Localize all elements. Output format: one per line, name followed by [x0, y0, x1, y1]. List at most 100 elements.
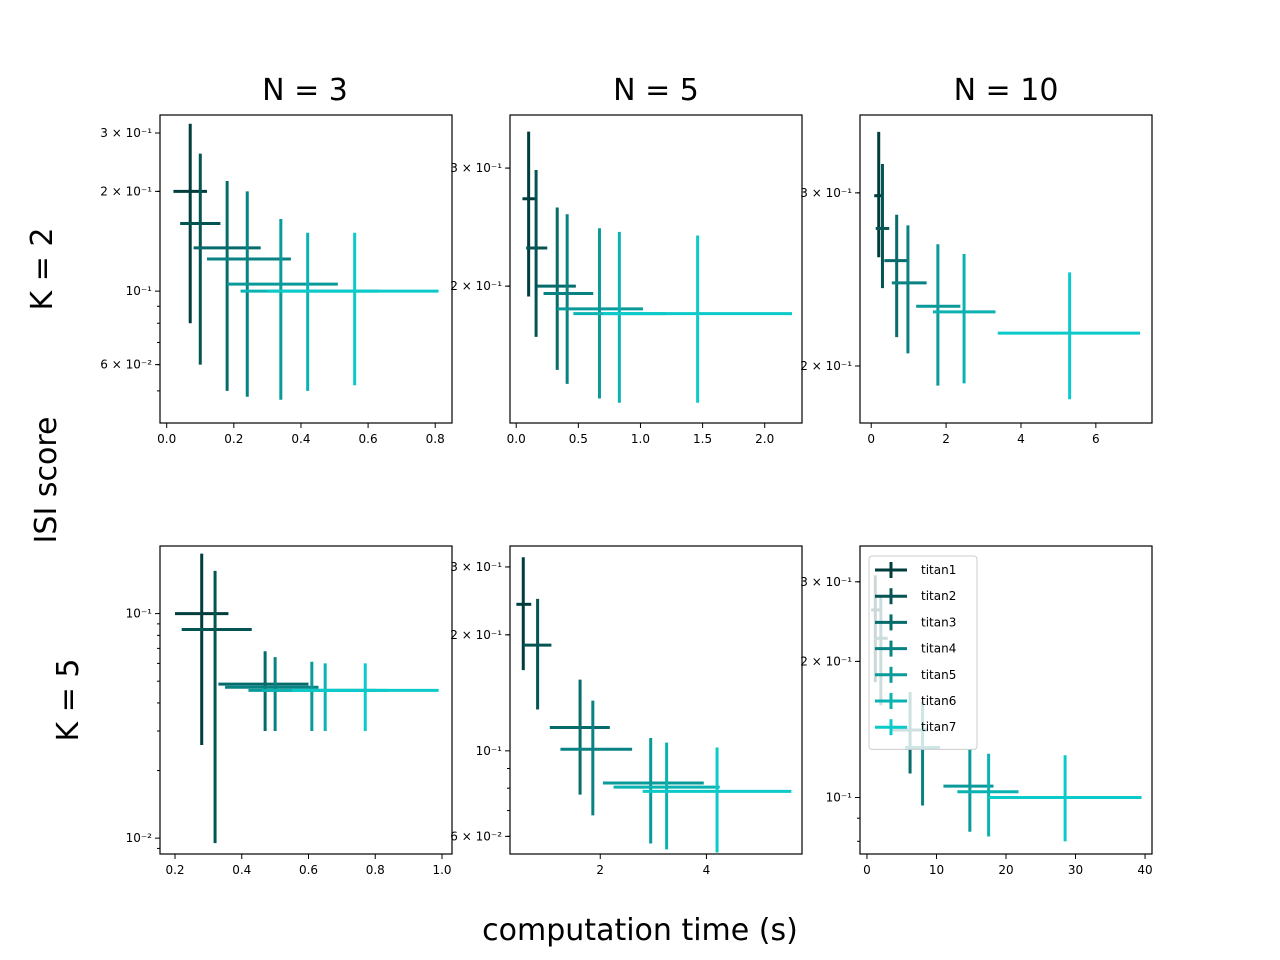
subplot-3: 0 2 4 6 3 × 10⁻¹ 2 × 10⁻¹ [800, 114, 1153, 446]
series-titan7 [988, 755, 1142, 842]
row-title-k5: K = 5 [51, 659, 86, 742]
x-tick-label: 0.4 [232, 863, 251, 877]
row-title-k2: K = 2 [25, 228, 60, 311]
subplot-grid: 0.0 0.2 0.4 0.6 0.8 3 × 10⁻¹ 2 × 10⁻¹ 10⁻¹ 6 × 1… [100, 114, 1153, 877]
legend-label: titan7 [921, 720, 956, 734]
legend-entry-titan3: titan3 [875, 614, 956, 631]
legend-label: titan1 [921, 563, 956, 577]
legend-entry-titan5: titan5 [875, 666, 956, 683]
column-title-n3: N = 3 [262, 73, 348, 108]
x-tick-label: 6 [1092, 432, 1100, 446]
series-titan3 [193, 180, 261, 391]
y-tick-label: 2 × 10⁻¹ [100, 184, 152, 198]
x-tick-label: 0.6 [359, 432, 378, 446]
series-titan4 [891, 225, 927, 354]
subplot-5: 2 4 3 × 10⁻¹ 2 × 10⁻¹ 10⁻¹ 6 × 10⁻² [450, 545, 803, 877]
legend-entry-titan2: titan2 [875, 588, 956, 605]
y-tick-label: 2 × 10⁻¹ [800, 359, 852, 373]
series-titan7 [603, 235, 793, 403]
series-titan4 [560, 700, 633, 816]
x-tick-label: 0.8 [426, 432, 445, 446]
y-tick-label: 3 × 10⁻¹ [800, 575, 852, 589]
legend-entry-titan1: titan1 [875, 562, 956, 578]
series-titan2 [526, 170, 548, 337]
series-titan7 [642, 747, 792, 853]
series-titan5 [227, 219, 338, 400]
x-tick-label: 0.2 [224, 432, 243, 446]
subplot-4: 0.2 0.4 0.6 0.8 1.0 10⁻¹ 10⁻² [126, 545, 453, 877]
axes-frame [159, 114, 453, 424]
series-titan6 [957, 753, 1019, 837]
x-tick-label: 20 [998, 863, 1013, 877]
series-titan3 [549, 679, 610, 795]
x-tick-label: 40 [1137, 863, 1152, 877]
series-titan6 [573, 231, 666, 403]
x-tick-label: 0.6 [299, 863, 318, 877]
series-titan6 [613, 742, 720, 850]
x-tick-label: 0.8 [366, 863, 385, 877]
series-titan3 [884, 214, 910, 338]
series-titan6 [240, 232, 379, 391]
subplot-1: 0.0 0.2 0.4 0.6 0.8 3 × 10⁻¹ 2 × 10⁻¹ 10⁻¹ 6 × 1… [100, 114, 453, 446]
x-tick-label: 1.0 [432, 863, 451, 877]
series-titan6 [933, 253, 996, 384]
series-titan5 [248, 661, 376, 732]
y-tick-label: 10⁻¹ [826, 791, 853, 805]
series-titan7 [997, 272, 1141, 400]
y-tick-label: 10⁻² [126, 831, 153, 845]
y-tick-label: 3 × 10⁻¹ [100, 126, 152, 140]
column-title-n10: N = 10 [954, 73, 1059, 108]
series-titan2 [180, 153, 221, 365]
figure-xlabel: computation time (s) [482, 913, 798, 948]
series-titan2 [181, 570, 252, 844]
x-tick-label: 2 [942, 432, 950, 446]
x-tick-label: 2 [596, 863, 604, 877]
x-tick-label: 2.0 [755, 432, 774, 446]
figure-ylabel: ISI score [29, 417, 64, 544]
x-tick-label: 0.2 [165, 863, 184, 877]
legend-label: titan6 [921, 694, 956, 708]
legend-label: titan3 [921, 615, 956, 629]
x-tick-label: 0.4 [291, 432, 310, 446]
x-tick-label: 0.0 [157, 432, 176, 446]
x-tick-label: 1.0 [631, 432, 650, 446]
series-titan5 [916, 244, 961, 386]
series-titan3 [537, 207, 576, 370]
legend-entry-titan7: titan7 [875, 719, 956, 736]
series-titan6 [261, 663, 389, 732]
x-tick-label: 10 [929, 863, 944, 877]
legend: titan1 titan2 titan3 titan4 titan5 titan6 tita… [868, 555, 978, 750]
y-tick-label: 2 × 10⁻¹ [450, 279, 502, 293]
legend-label: titan5 [921, 668, 956, 682]
x-tick-label: 0 [867, 432, 875, 446]
x-tick-label: 0.5 [569, 432, 588, 446]
y-tick-label: 3 × 10⁻¹ [450, 560, 502, 574]
x-tick-label: 30 [1068, 863, 1083, 877]
y-tick-label: 2 × 10⁻¹ [450, 628, 502, 642]
series-titan1 [516, 557, 532, 671]
series-titan7 [291, 663, 439, 732]
series-titan4 [543, 214, 594, 384]
x-tick-label: 4 [703, 863, 711, 877]
y-tick-label: 10⁻¹ [126, 284, 153, 298]
series-titan4 [206, 191, 291, 397]
axes-frame [159, 545, 453, 855]
y-tick-label: 6 × 10⁻² [450, 829, 502, 843]
series-titan2 [875, 163, 890, 289]
y-tick-label: 3 × 10⁻¹ [450, 161, 502, 175]
axes-frame [509, 545, 803, 855]
series-titan4 [225, 657, 319, 732]
axes-frame [859, 114, 1153, 424]
subplot-2: 0.0 0.5 1.0 1.5 2.0 3 × 10⁻¹ 2 × 10⁻¹ [450, 114, 803, 446]
y-tick-label: 6 × 10⁻² [100, 358, 152, 372]
y-tick-label: 3 × 10⁻¹ [800, 186, 852, 200]
y-tick-label: 2 × 10⁻¹ [800, 654, 852, 668]
y-tick-label: 10⁻¹ [476, 744, 503, 758]
series-titan7 [267, 232, 439, 386]
column-title-n5: N = 5 [613, 73, 699, 108]
axes-frame [509, 114, 803, 424]
x-tick-label: 0 [863, 863, 871, 877]
x-tick-label: 1.5 [693, 432, 712, 446]
x-tick-label: 4 [1017, 432, 1025, 446]
